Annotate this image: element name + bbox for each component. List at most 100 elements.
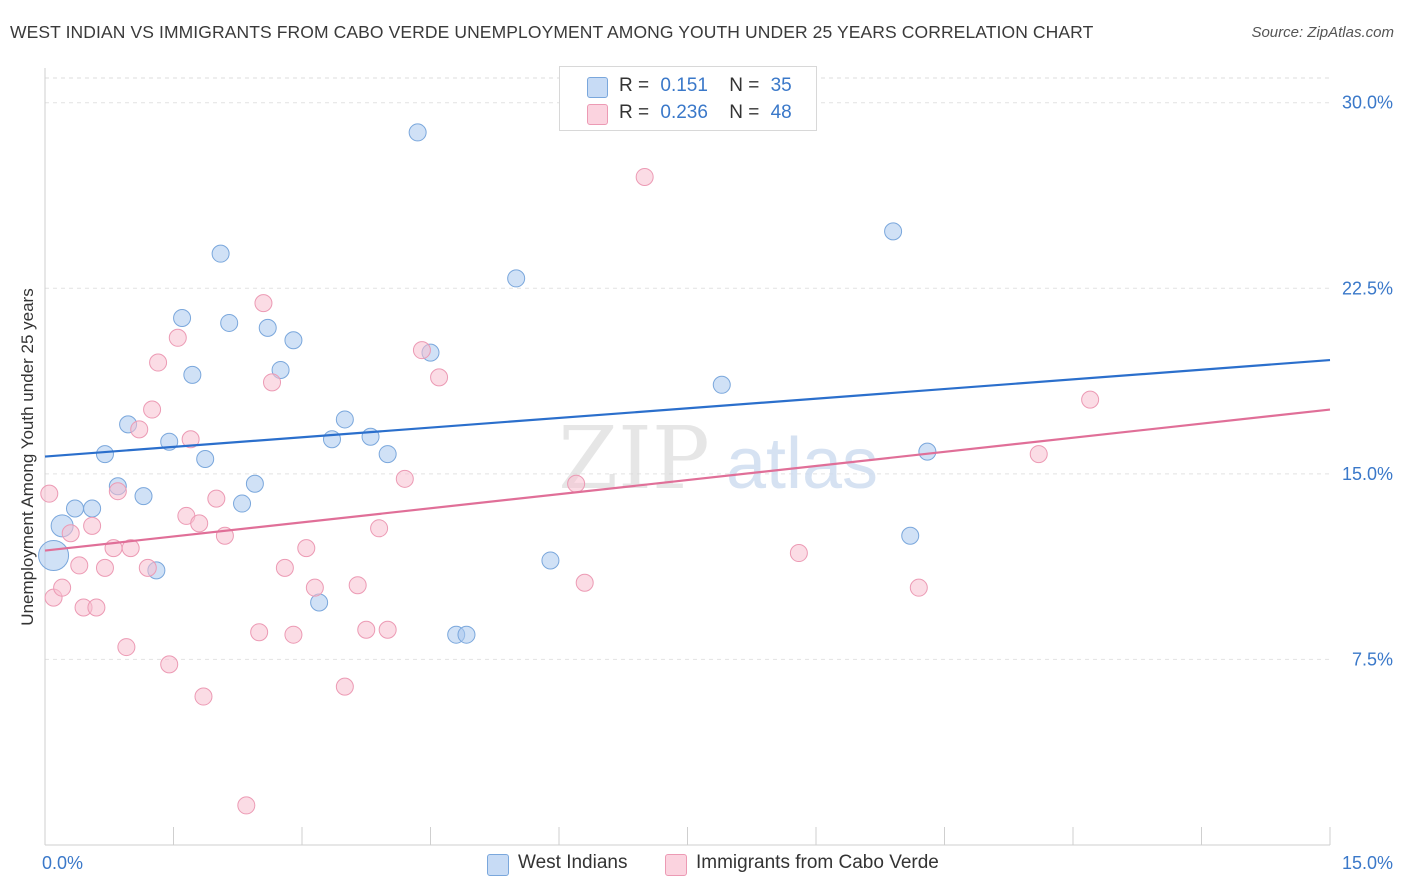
- watermark-zip: ZIP: [558, 409, 710, 509]
- point-cabo-verde: [108, 482, 127, 501]
- point-cabo-verde: [335, 677, 354, 696]
- point-west-indians: [233, 494, 252, 513]
- point-cabo-verde: [83, 516, 102, 535]
- point-cabo-verde: [149, 353, 168, 372]
- point-cabo-verde: [160, 655, 179, 674]
- tick-labels: 7.5% 15.0% 22.5% 30.0% 0.0% 15.0%: [42, 93, 1393, 873]
- r-label: R =: [619, 102, 650, 123]
- point-west-indians: [220, 313, 239, 332]
- point-cabo-verde: [430, 368, 449, 387]
- point-cabo-verde: [194, 687, 213, 706]
- watermark: ZIP atlas: [558, 409, 878, 509]
- point-cabo-verde: [305, 578, 324, 597]
- legend-label-cabo-verde: Immigrants from Cabo Verde: [696, 852, 939, 873]
- point-cabo-verde: [575, 573, 594, 592]
- point-cabo-verde: [130, 420, 149, 439]
- y-axis-label: Unemployment Among Youth under 25 years: [18, 288, 37, 626]
- point-west-indians: [457, 625, 476, 644]
- point-cabo-verde: [207, 489, 226, 508]
- point-west-indians: [284, 331, 303, 350]
- point-west-indians: [712, 375, 731, 394]
- point-west-indians: [183, 365, 202, 384]
- y-tick-label: 30.0%: [1342, 93, 1393, 113]
- point-cabo-verde: [117, 638, 136, 657]
- point-cabo-verde: [95, 558, 114, 577]
- point-west-indians: [310, 593, 329, 612]
- point-west-indians: [408, 123, 427, 142]
- point-cabo-verde: [40, 484, 59, 503]
- point-cabo-verde: [1029, 445, 1048, 464]
- point-cabo-verde: [395, 469, 414, 488]
- x-tick-label: 0.0%: [42, 853, 83, 873]
- trend-line-west-indians: [44, 358, 1331, 458]
- y-tick-label: 7.5%: [1352, 649, 1393, 669]
- point-cabo-verde: [635, 167, 654, 186]
- point-west-indians: [95, 445, 114, 464]
- r-label: R =: [619, 75, 650, 96]
- n-label: N =: [729, 75, 760, 96]
- point-west-indians: [258, 318, 277, 337]
- series-legend: West Indians Immigrants from Cabo Verde: [0, 852, 1406, 878]
- point-cabo-verde: [378, 620, 397, 639]
- point-cabo-verde: [1081, 390, 1100, 409]
- point-west-indians: [83, 499, 102, 518]
- source-label: Source: ZipAtlas.com: [1251, 24, 1394, 41]
- legend-swatch-cabo-verde: [587, 104, 608, 125]
- point-cabo-verde: [275, 558, 294, 577]
- point-cabo-verde: [263, 373, 282, 392]
- point-cabo-verde: [143, 400, 162, 419]
- point-cabo-verde: [190, 514, 209, 533]
- grid: [45, 77, 1330, 660]
- point-west-indians: [134, 487, 153, 506]
- trend-line-cabo-verde: [44, 408, 1331, 552]
- n-value: 48: [770, 102, 792, 123]
- point-cabo-verde: [567, 474, 586, 493]
- point-west-indians: [65, 499, 84, 518]
- point-west-indians: [196, 450, 215, 469]
- x-tick-label: 15.0%: [1342, 853, 1393, 873]
- point-west-indians: [507, 269, 526, 288]
- point-west-indians: [322, 430, 341, 449]
- point-cabo-verde: [357, 620, 376, 639]
- chart-title: WEST INDIAN VS IMMIGRANTS FROM CABO VERD…: [10, 22, 1094, 42]
- stats-legend: R = 0.151 N = 35 R = 0.236 N = 48: [559, 66, 817, 131]
- point-west-indians: [918, 442, 937, 461]
- trend-lines: [44, 358, 1331, 552]
- watermark-atlas: atlas: [726, 424, 878, 504]
- y-tick-label: 15.0%: [1342, 464, 1393, 484]
- point-cabo-verde: [61, 524, 80, 543]
- point-cabo-verde: [181, 430, 200, 449]
- n-value: 35: [770, 75, 792, 96]
- point-cabo-verde: [53, 578, 72, 597]
- point-cabo-verde: [348, 576, 367, 595]
- point-west-indians: [211, 244, 230, 263]
- point-cabo-verde: [168, 328, 187, 347]
- point-cabo-verde: [284, 625, 303, 644]
- point-cabo-verde: [70, 556, 89, 575]
- point-cabo-verde: [297, 539, 316, 558]
- point-cabo-verde: [138, 558, 157, 577]
- r-value: 0.151: [660, 75, 708, 96]
- y-tick-label: 22.5%: [1342, 278, 1393, 298]
- point-west-indians: [245, 474, 264, 493]
- point-west-indians: [378, 445, 397, 464]
- point-cabo-verde: [121, 539, 140, 558]
- point-cabo-verde: [250, 623, 269, 642]
- point-cabo-verde: [87, 598, 106, 617]
- point-west-indians: [901, 526, 920, 545]
- point-west-indians: [173, 308, 192, 327]
- points-layer: [38, 123, 1100, 815]
- legend-swatch-cabo-verde: [665, 854, 687, 876]
- legend-swatch-west-indians: [487, 854, 509, 876]
- legend-swatch-west-indians: [587, 77, 608, 98]
- point-west-indians: [884, 222, 903, 241]
- point-cabo-verde: [254, 294, 273, 313]
- r-value: 0.236: [660, 102, 708, 123]
- point-west-indians: [541, 551, 560, 570]
- point-cabo-verde: [412, 341, 431, 360]
- point-west-indians: [335, 410, 354, 429]
- point-cabo-verde: [370, 519, 389, 538]
- legend-label-west-indians: West Indians: [518, 852, 628, 873]
- point-west-indians: [271, 360, 290, 379]
